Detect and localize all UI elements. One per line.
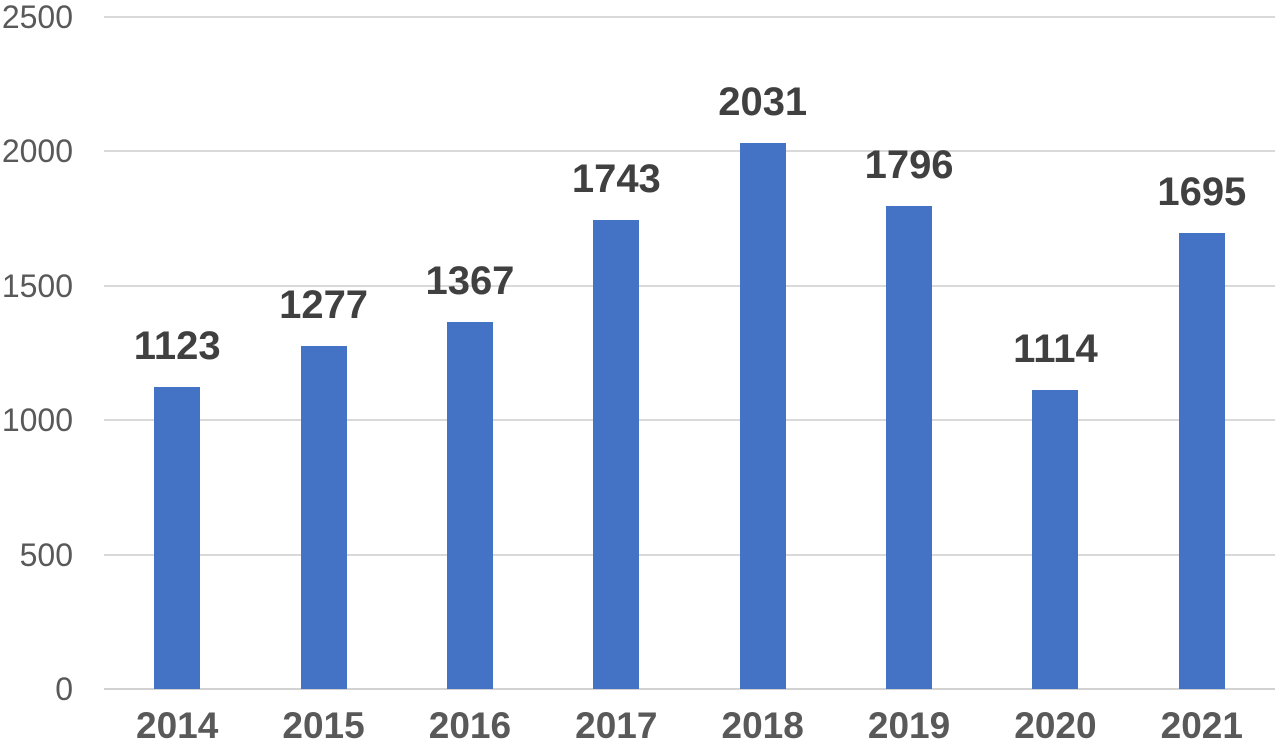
y-tick-label-0: 0 [55, 671, 73, 707]
y-tick-label-1000: 1000 [1, 402, 73, 439]
x-tick-label-2018: 2018 [721, 705, 804, 746]
category-column-2016: 1367 [397, 17, 543, 689]
bar-2018 [739, 143, 786, 689]
category-column-2015: 1277 [250, 17, 396, 689]
bar-2017 [593, 220, 640, 689]
bar-series: 1123 1277 1367 1743 2031 1796 1114 1695 [104, 17, 1275, 689]
bar-2016 [446, 322, 493, 689]
plot-area: 1123 1277 1367 1743 2031 1796 1114 1695 [104, 16, 1275, 690]
y-tick-label-2000: 2000 [1, 133, 73, 170]
bar-2020 [1032, 390, 1079, 689]
x-axis: 2014 2015 2016 2017 2018 2019 2020 2021 [104, 707, 1275, 744]
data-label-2019: 1796 [864, 143, 954, 187]
gridline-2000 [104, 150, 1275, 153]
y-tick-label-2500: 2500 [1, 0, 73, 35]
category-column-2014: 1123 [104, 17, 250, 689]
gridline-1000 [104, 419, 1275, 422]
bar-2014 [154, 387, 201, 689]
data-label-2017: 1743 [571, 157, 661, 201]
data-label-2016: 1367 [425, 259, 515, 303]
category-column-2021: 1695 [1129, 17, 1275, 689]
gridline-1500 [104, 284, 1275, 287]
bar-2021 [1178, 233, 1225, 689]
y-tick-label-500: 500 [19, 536, 73, 573]
bar-2019 [886, 206, 933, 689]
category-column-2018: 2031 [690, 17, 836, 689]
bar-2015 [300, 346, 347, 689]
category-column-2019: 1796 [836, 17, 982, 689]
x-tick-label-2021: 2021 [1160, 705, 1243, 746]
x-tick-label-2014: 2014 [136, 705, 219, 746]
data-label-2018: 2031 [718, 80, 808, 124]
category-column-2020: 1114 [982, 17, 1128, 689]
y-tick-label-1500: 1500 [1, 267, 73, 304]
category-column-2017: 1743 [543, 17, 689, 689]
data-label-2015: 1277 [279, 283, 369, 327]
gridline-2500 [104, 16, 1275, 18]
y-axis: 0 500 1000 1500 2000 2500 [0, 0, 75, 751]
data-label-2014: 1123 [133, 324, 221, 368]
data-label-2020: 1114 [1013, 327, 1098, 371]
data-label-2021: 1695 [1157, 170, 1247, 214]
x-tick-label-2015: 2015 [282, 705, 365, 746]
x-tick-label-2020: 2020 [1014, 705, 1097, 746]
x-tick-label-2016: 2016 [428, 705, 512, 746]
x-axis-line [104, 688, 1275, 690]
x-tick-label-2019: 2019 [867, 705, 951, 746]
gridline-500 [104, 553, 1275, 556]
x-tick-label-2017: 2017 [575, 705, 658, 746]
